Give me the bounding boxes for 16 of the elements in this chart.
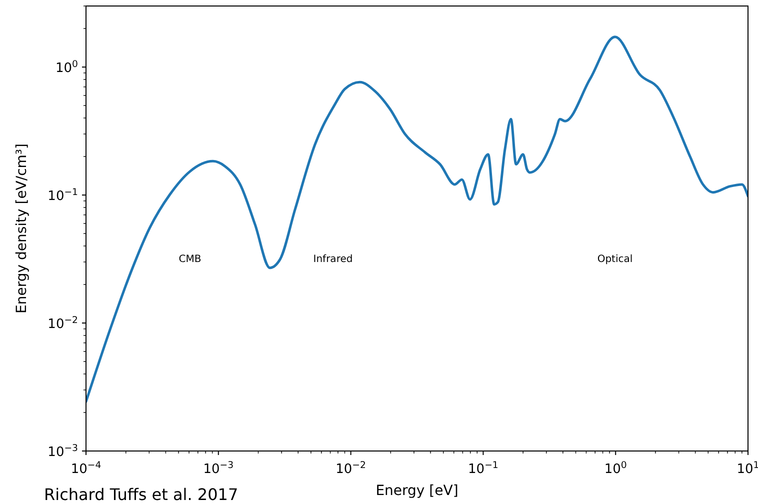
x-tick-label: 10$^{0}$ [604, 460, 627, 477]
text: Richard Tuffs et al. 2017 [44, 485, 238, 504]
y-tick-label: 10$^{−1}$ [48, 186, 78, 204]
x-tick-label: 10$^{−1}$ [468, 460, 498, 477]
x-axis-title: Energy [eV] [376, 483, 458, 499]
x-tick-label: 10$^{−2}$ [336, 460, 366, 477]
x-tick-label: 10$^{−4}$ [70, 460, 102, 477]
y-tick-label: 10$^{−2}$ [48, 314, 78, 332]
annotation: Infrared [313, 254, 353, 265]
x-tick-label: 10$^{1}$ [736, 460, 758, 477]
y-tick-label: 10$^{−3}$ [48, 442, 78, 460]
x-tick-label: 10$^{−3}$ [203, 460, 234, 477]
annotation: CMB [178, 254, 202, 265]
annotation: Optical [597, 254, 633, 265]
y-tick-label: 10$^{0}$ [56, 58, 78, 76]
y-axis-title: Energy density [eV/cm³] [14, 143, 30, 314]
